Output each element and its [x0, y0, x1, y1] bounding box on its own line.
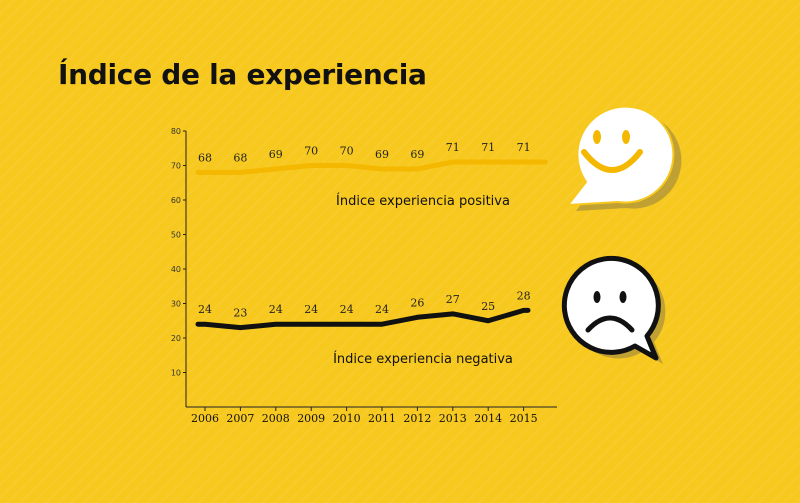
series-lines — [195, 159, 548, 331]
x-tick-label: 2010 — [333, 412, 361, 425]
negative-series-line — [195, 307, 531, 331]
positive-series-line — [195, 159, 548, 175]
data-label: 69 — [410, 148, 424, 161]
data-label: 24 — [340, 303, 354, 316]
data-label: 70 — [340, 145, 354, 158]
y-tick-label: 30 — [171, 300, 181, 309]
x-tick-label: 2013 — [439, 412, 467, 425]
data-label: 69 — [269, 148, 283, 161]
x-tick-label: 2014 — [474, 412, 502, 425]
y-tick-label: 10 — [171, 369, 181, 378]
x-tick-labels: 2006 2007 2008 2009 2010 2011 2012 2013 2014 2015 — [191, 412, 538, 425]
x-tick-label: 2007 — [226, 412, 254, 425]
data-label: 28 — [517, 289, 531, 302]
y-tick-labels: 80 70 60 50 40 30 20 10 — [171, 127, 181, 378]
data-label: 24 — [198, 303, 212, 316]
data-label: 27 — [446, 293, 460, 306]
data-label: 71 — [517, 141, 531, 154]
data-label: 23 — [233, 307, 247, 320]
y-tick-label: 70 — [171, 162, 181, 171]
x-tick-label: 2015 — [510, 412, 538, 425]
data-label: 26 — [410, 296, 424, 309]
y-tick-label: 40 — [171, 265, 181, 274]
positive-series-label: Índice experiencia positiva — [336, 193, 510, 209]
data-label: 71 — [481, 141, 495, 154]
x-tick-label: 2011 — [368, 412, 396, 425]
data-label: 68 — [233, 151, 247, 164]
data-label: 70 — [304, 145, 318, 158]
series-labels: Índice experiencia positiva Índice experi… — [333, 193, 513, 367]
sad-face-speech-bubble-icon — [561, 255, 666, 364]
data-label: 68 — [198, 151, 212, 164]
negative-series-label: Índice experiencia negativa — [333, 351, 513, 367]
y-tick-label: 60 — [171, 196, 181, 205]
y-tick-label: 80 — [171, 127, 181, 136]
x-tick-label: 2008 — [262, 412, 290, 425]
data-label: 69 — [375, 148, 389, 161]
x-tick-label: 2006 — [191, 412, 219, 425]
data-label: 24 — [269, 303, 283, 316]
x-tick-label: 2012 — [403, 412, 431, 425]
data-label: 71 — [446, 141, 460, 154]
chart-axes — [183, 130, 557, 411]
y-tick-label: 50 — [171, 231, 181, 240]
x-tick-label: 2009 — [297, 412, 325, 425]
data-label: 24 — [304, 303, 318, 316]
chart-title: Índice de la experiencia — [58, 58, 427, 91]
y-tick-label: 20 — [171, 334, 181, 343]
happy-face-speech-bubble-icon — [565, 105, 682, 211]
data-labels: 68 68 69 70 70 69 69 71 71 71 24 23 24 24 24 24 26 27 25 28 — [198, 141, 531, 320]
data-label: 24 — [375, 303, 389, 316]
data-label: 25 — [481, 300, 495, 313]
